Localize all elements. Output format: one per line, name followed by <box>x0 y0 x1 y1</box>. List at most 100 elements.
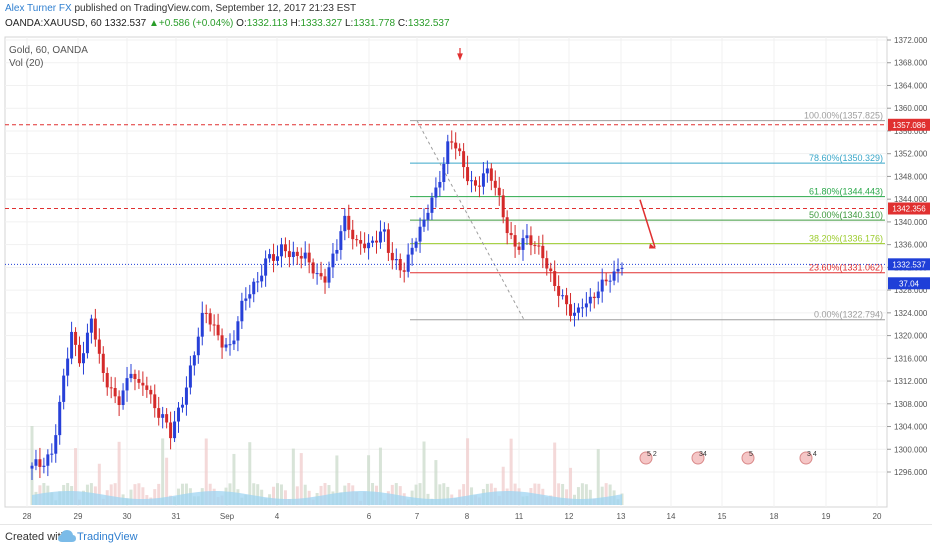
candle-body <box>394 259 398 261</box>
candle-body <box>374 240 378 243</box>
volume-bar <box>561 483 565 505</box>
candle-body <box>165 414 169 423</box>
price-axis[interactable]: 1296.000 1300.000 1304.000 1308.000 1312.000… <box>887 36 928 477</box>
volume-bar <box>161 438 165 505</box>
volume-bar <box>165 457 169 505</box>
symbol-label: OANDA:XAUUSD, 60 <box>5 18 102 29</box>
candle-body <box>54 435 58 454</box>
author-link[interactable]: Alex Turner FX <box>5 3 72 14</box>
x-tick-label: 19 <box>822 512 831 521</box>
candle-body <box>335 249 339 254</box>
candle-body <box>291 251 295 258</box>
candle-body <box>149 389 153 395</box>
volume-legend[interactable]: Vol (20) <box>9 58 44 69</box>
candle-body <box>462 151 466 168</box>
candle-body <box>418 226 422 242</box>
candle-body <box>319 273 323 277</box>
y-tick-label: 1360.000 <box>894 104 928 113</box>
candle-body <box>173 421 177 439</box>
candle-body <box>592 296 596 299</box>
candle-body <box>339 231 343 250</box>
candle-body <box>153 394 157 409</box>
fibonacci-retracement[interactable]: 100.00%(1357.825) 78.60%(1350.329) 61.80%(… <box>410 111 885 321</box>
chart-header: Alex Turner FX published on TradingView.… <box>0 0 932 34</box>
volume-bar <box>252 483 256 505</box>
candle-body <box>145 385 149 390</box>
price-chart[interactable]: 100.00%(1357.825) 78.60%(1350.329) 61.80%(… <box>0 34 932 524</box>
volume-bar <box>442 483 446 505</box>
price-tags: 1357.086 1342.356 1332.537 37.04 <box>888 118 930 290</box>
event-flag-icon <box>639 451 653 465</box>
candle-body <box>196 336 200 356</box>
candle-body <box>557 285 561 296</box>
candle-body <box>509 233 513 236</box>
time-axis[interactable]: 28 29 30 31 Sep 4 6 7 8 11 12 13 14 15 18 19 20 <box>23 512 882 521</box>
horizontal-levels[interactable] <box>5 124 887 265</box>
y-tick-label: 1316.000 <box>894 354 928 363</box>
volume-bar <box>446 486 450 505</box>
candle-body <box>260 275 264 282</box>
down-arrow-marker-icon <box>457 48 463 61</box>
volume-bar <box>299 453 303 505</box>
candle-body <box>450 141 454 143</box>
volume-bar <box>248 442 252 505</box>
tradingview-brand[interactable]: TradingView <box>77 531 138 543</box>
candle-body <box>161 414 165 418</box>
candle-body <box>121 390 125 406</box>
candle-body <box>46 454 50 466</box>
low-value: 1331.778 <box>353 18 396 29</box>
series-legend[interactable]: Gold, 60, OANDA <box>9 45 88 56</box>
candle-body <box>616 268 620 272</box>
event-markers[interactable]: 5 2 34 5 3 4 <box>639 451 817 465</box>
candle-body <box>70 331 74 359</box>
candle-body <box>525 235 529 239</box>
candle-body <box>287 251 291 258</box>
event-flag-icon <box>741 451 755 465</box>
event-flag-icon <box>799 451 813 465</box>
x-tick-label: 8 <box>465 512 470 521</box>
candle-body <box>212 324 216 326</box>
candle-body <box>446 141 450 164</box>
volume-bar <box>596 449 600 505</box>
forecast-arrowhead-icon <box>649 243 656 249</box>
candle-body <box>89 318 93 333</box>
candle-body <box>569 304 573 316</box>
x-tick-label: 11 <box>515 512 524 521</box>
candle-body <box>378 231 382 243</box>
candle-body <box>363 243 367 249</box>
fib-label: 50.00%(1340.310) <box>809 210 883 220</box>
fib-label: 0.00%(1322.794) <box>814 310 883 320</box>
volume-bar <box>97 463 101 505</box>
fib-label: 38.20%(1336.176) <box>809 234 883 244</box>
event-flag-icon <box>691 451 705 465</box>
candle-body <box>505 217 509 234</box>
candle-body <box>537 245 541 247</box>
candle-body <box>513 235 517 247</box>
volume-tag-label: 37.04 <box>899 279 920 288</box>
candle-body <box>216 324 220 336</box>
volume-bar <box>378 447 382 505</box>
candle-body <box>430 197 434 213</box>
candle-body <box>327 267 331 283</box>
event-marker-label: 5 2 <box>647 451 657 458</box>
candle-body <box>240 300 244 322</box>
candle-body <box>414 241 418 248</box>
candle-body <box>521 238 525 250</box>
candle-body <box>268 254 272 259</box>
candle-body <box>588 296 592 304</box>
volume-bar <box>367 455 371 505</box>
volume-ma-area <box>32 491 622 505</box>
x-tick-label: 18 <box>770 512 779 521</box>
candle-body <box>133 373 137 380</box>
chart-legend: Gold, 60, OANDA Vol (20) <box>9 44 88 70</box>
open-value: 1332.113 <box>246 18 288 29</box>
candle-body <box>620 267 624 269</box>
candle-body <box>549 268 553 272</box>
volume-bar <box>74 448 78 505</box>
candle-body <box>30 465 34 469</box>
candle-body <box>252 281 256 295</box>
candle-body <box>283 244 287 252</box>
fib-label: 100.00%(1357.825) <box>804 111 883 121</box>
volume-bars <box>30 426 624 505</box>
candle-body <box>422 219 426 227</box>
